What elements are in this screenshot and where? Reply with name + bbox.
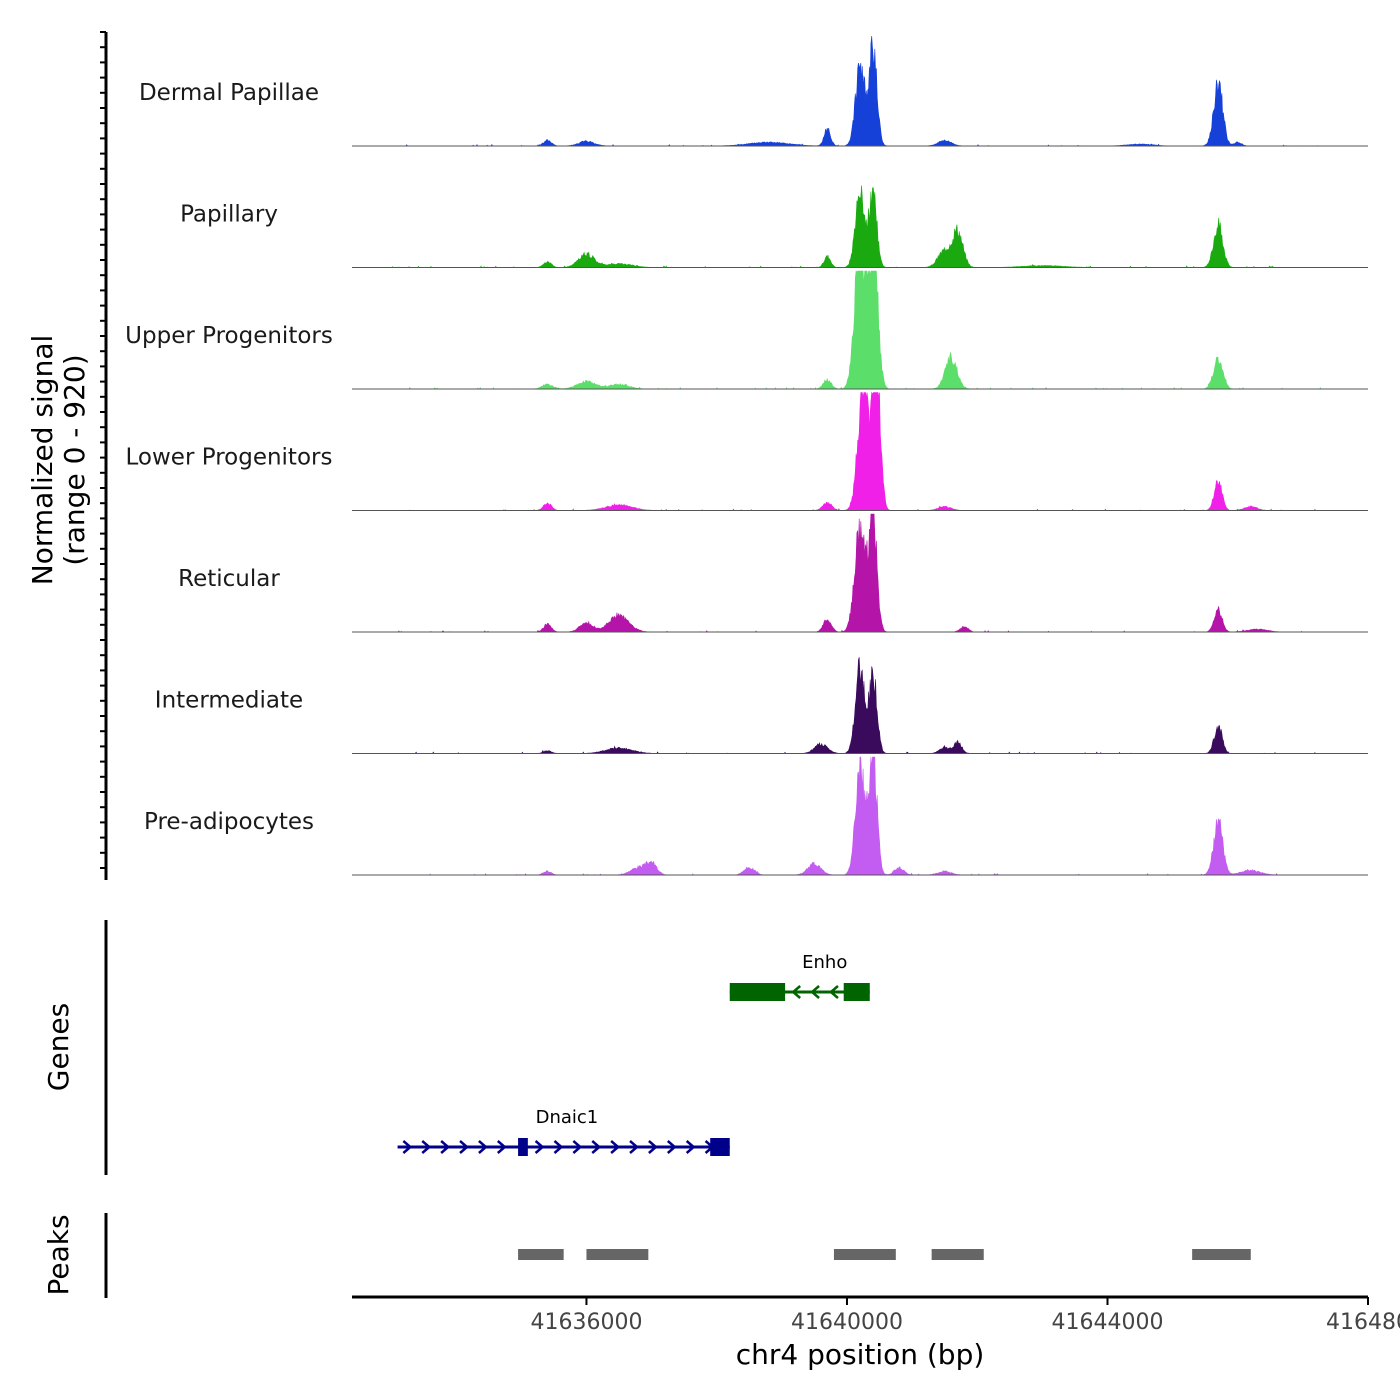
strand-arrow <box>496 1140 507 1154</box>
track-label: Intermediate <box>155 688 303 714</box>
peak-region-3 <box>931 1249 984 1260</box>
strand-arrow <box>553 1140 564 1154</box>
strand-arrow <box>810 985 820 999</box>
strand-arrow <box>534 1140 545 1154</box>
track-upper-progenitors: Upper Progenitors <box>125 270 1368 390</box>
signal-area <box>352 270 1323 390</box>
gene-annotations: Enho Dnaic1 <box>397 952 870 1156</box>
exon <box>710 1138 730 1156</box>
signal-area <box>352 756 1323 876</box>
exon <box>518 1138 528 1156</box>
exon <box>729 983 786 1001</box>
strand-arrow <box>791 985 801 999</box>
strand-arrow <box>402 1140 413 1154</box>
x-tick-label: 41644000 <box>1051 1310 1163 1335</box>
y-axis-label-range: (range 0 - 920) <box>58 354 91 565</box>
peak-region-2 <box>833 1249 896 1260</box>
track-reticular: Reticular <box>178 513 1368 633</box>
gene-label: Dnaic1 <box>536 1107 599 1128</box>
signal-area <box>352 657 1323 754</box>
track-label: Dermal Papillae <box>139 80 319 106</box>
track-label: Upper Progenitors <box>125 323 333 349</box>
peak-region-1 <box>586 1249 649 1260</box>
track-label: Reticular <box>178 566 280 592</box>
y-axis-ticks <box>100 31 106 869</box>
strand-arrow <box>572 1140 583 1154</box>
y-axis-label: Normalized signal <box>26 335 59 586</box>
signal-area <box>352 513 1323 633</box>
gene-label: Enho <box>802 952 847 973</box>
signal-tracks: Dermal Papillae Papillary Upper Progenitor… <box>125 35 1368 876</box>
track-dermal-papillae: Dermal Papillae <box>139 35 1368 147</box>
track-intermediate: Intermediate <box>155 657 1368 754</box>
strand-arrow <box>478 1140 488 1154</box>
strand-arrow <box>610 1140 621 1154</box>
signal-area <box>352 391 1323 511</box>
x-tick-label: 41636000 <box>530 1310 642 1335</box>
peak-region-4 <box>1192 1249 1251 1260</box>
signal-area <box>352 185 1323 269</box>
track-label: Lower Progenitors <box>126 445 333 471</box>
x-axis-ticks: 41636000 41640000 41644000 416480 <box>530 1297 1400 1335</box>
track-label: Pre-adipocytes <box>144 809 314 835</box>
strand-arrow <box>648 1140 658 1154</box>
gene-enho: Enho <box>729 952 870 1001</box>
peak-regions <box>518 1249 1251 1260</box>
strand-arrow <box>440 1140 451 1154</box>
track-label: Papillary <box>180 202 278 228</box>
strand-arrow <box>421 1140 432 1154</box>
signal-area <box>352 35 1323 147</box>
track-pre-adipocytes: Pre-adipocytes <box>144 756 1368 876</box>
peak-region-0 <box>518 1249 564 1260</box>
track-papillary: Papillary <box>180 185 1368 269</box>
strand-arrow <box>666 1140 677 1154</box>
peaks-track-label: Peaks <box>42 1214 75 1295</box>
genes-track-label: Genes <box>42 1003 75 1091</box>
strand-arrow <box>459 1140 469 1154</box>
strand-arrow <box>629 1140 639 1154</box>
strand-arrow <box>829 985 839 999</box>
strand-arrow <box>685 1140 696 1154</box>
exon <box>843 983 870 1001</box>
strand-arrow <box>591 1140 602 1154</box>
gene-dnaic1: Dnaic1 <box>397 1107 730 1156</box>
x-tick-label: 41640000 <box>791 1310 903 1335</box>
x-axis-label: chr4 position (bp) <box>736 1338 985 1371</box>
x-tick-label: 416480 <box>1326 1310 1400 1335</box>
track-lower-progenitors: Lower Progenitors <box>126 391 1368 511</box>
